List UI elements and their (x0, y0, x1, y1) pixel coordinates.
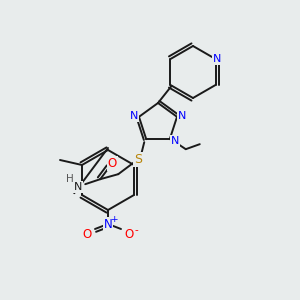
Text: +: + (110, 214, 118, 224)
Text: S: S (134, 153, 142, 166)
Text: O: O (82, 227, 91, 241)
Text: N: N (171, 136, 179, 146)
Text: O: O (124, 227, 134, 241)
Text: O: O (108, 157, 117, 170)
Text: N: N (103, 218, 112, 230)
Text: N: N (74, 182, 82, 192)
Text: N: N (213, 54, 222, 64)
Text: H: H (66, 174, 74, 184)
Text: -: - (134, 225, 138, 235)
Text: N: N (130, 111, 138, 121)
Text: N: N (178, 111, 186, 121)
